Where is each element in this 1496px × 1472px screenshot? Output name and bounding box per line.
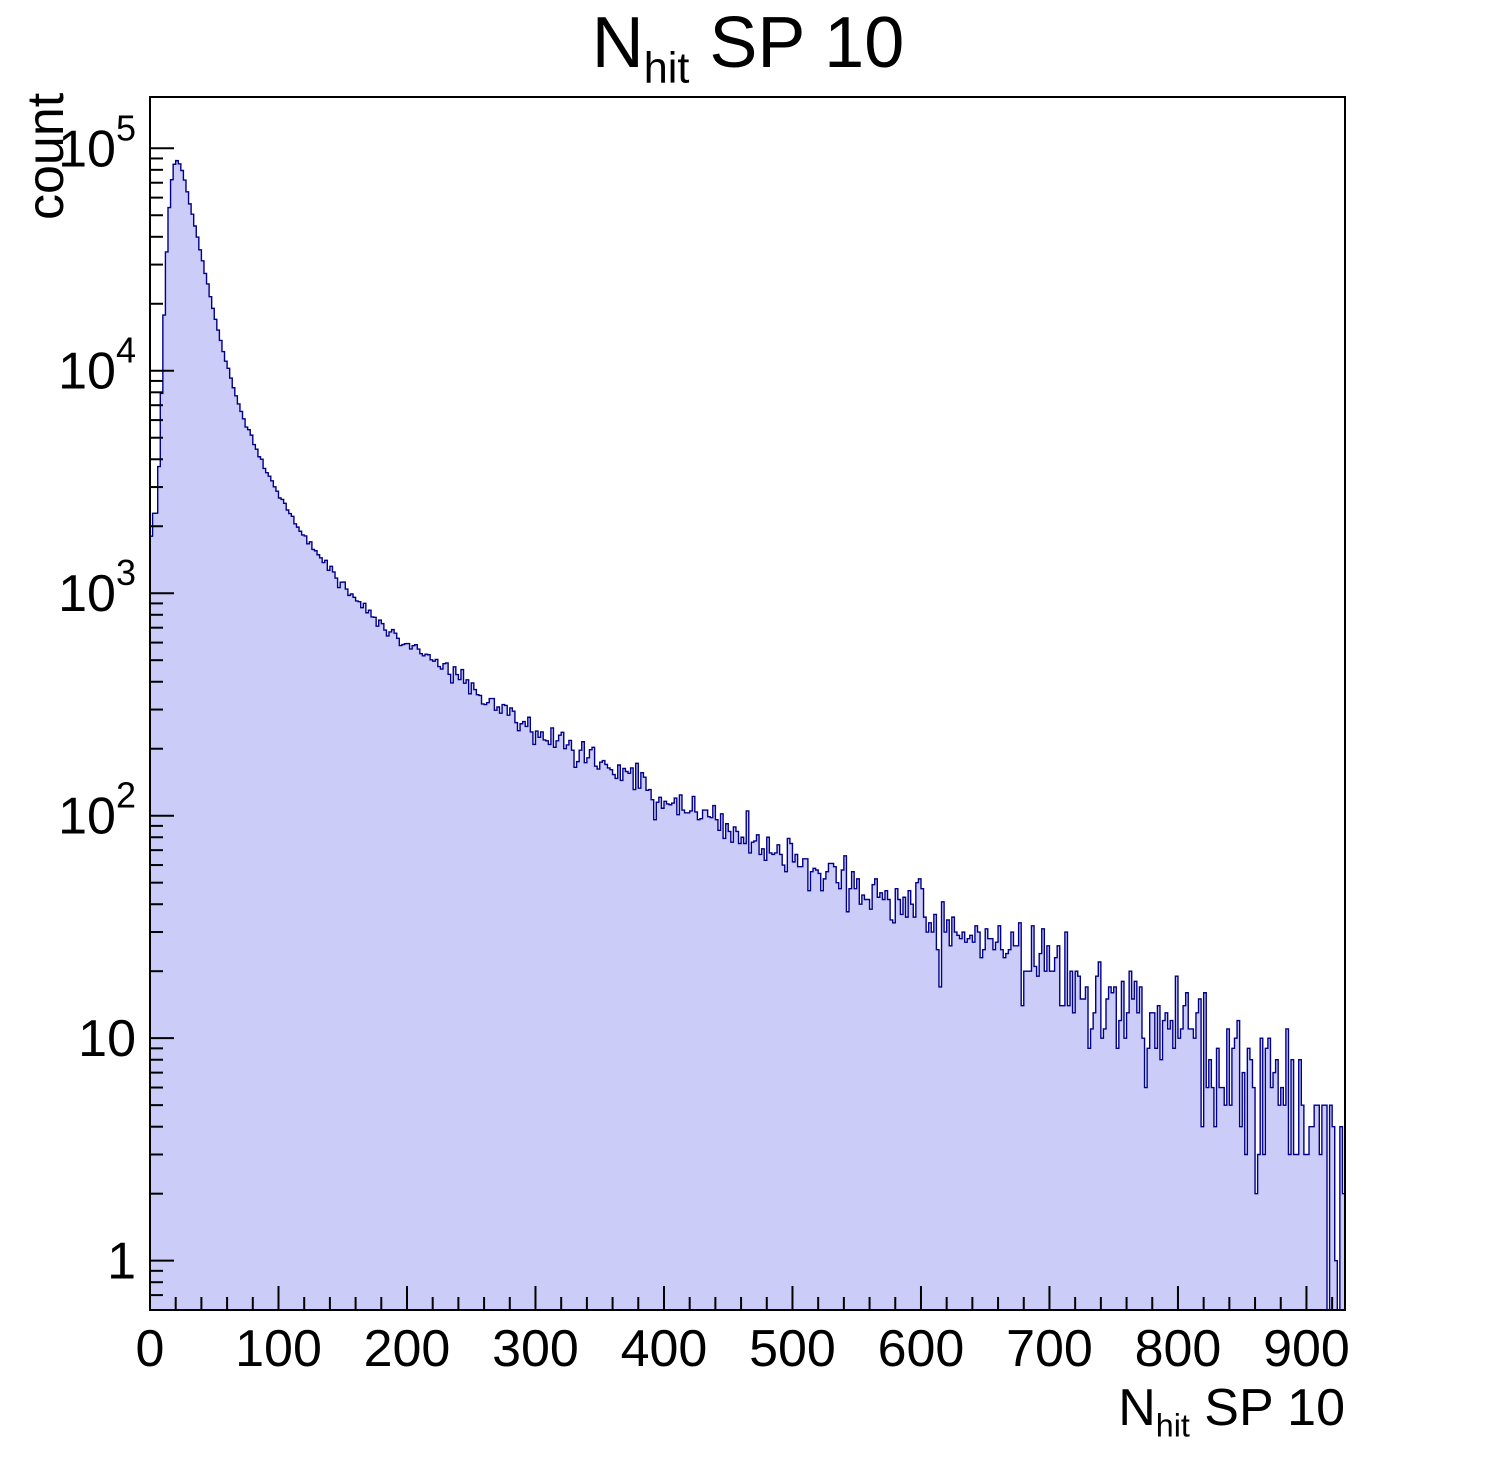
svg-text:0: 0 [136, 1320, 165, 1378]
chart-title: Nhit SP 10 [0, 3, 1496, 93]
svg-text:105: 105 [58, 107, 136, 178]
svg-text:400: 400 [621, 1320, 708, 1378]
svg-text:104: 104 [58, 330, 136, 401]
svg-text:800: 800 [1135, 1320, 1222, 1378]
x-axis-title-sub: hit [1155, 1407, 1190, 1444]
svg-text:102: 102 [58, 775, 136, 846]
svg-text:500: 500 [749, 1320, 836, 1378]
svg-text:103: 103 [58, 552, 136, 623]
svg-text:10: 10 [78, 1010, 136, 1068]
chart-title-sub: hit [643, 44, 690, 93]
histogram-series [149, 159, 1346, 1311]
x-axis-title: Nhit SP 10 [1118, 1378, 1345, 1444]
y-axis: 1 10 102 103 104 105 [58, 107, 174, 1311]
plot-frame [149, 96, 1346, 1311]
svg-text:1: 1 [107, 1233, 136, 1291]
y-axis-title: count [17, 92, 75, 220]
svg-text:900: 900 [1263, 1320, 1350, 1378]
chart-title-main: N [591, 3, 644, 83]
svg-text:200: 200 [364, 1320, 451, 1378]
chart-title-rest: SP 10 [689, 3, 905, 83]
svg-text:300: 300 [492, 1320, 579, 1378]
svg-text:700: 700 [1006, 1320, 1093, 1378]
x-axis-title-rest: SP 10 [1189, 1379, 1345, 1437]
x-axis-title-main: N [1118, 1379, 1156, 1437]
svg-text:600: 600 [878, 1320, 965, 1378]
svg-text:100: 100 [235, 1320, 322, 1378]
x-axis: 0 100 200 300 400 500 600 700 800 900 [136, 1286, 1350, 1378]
